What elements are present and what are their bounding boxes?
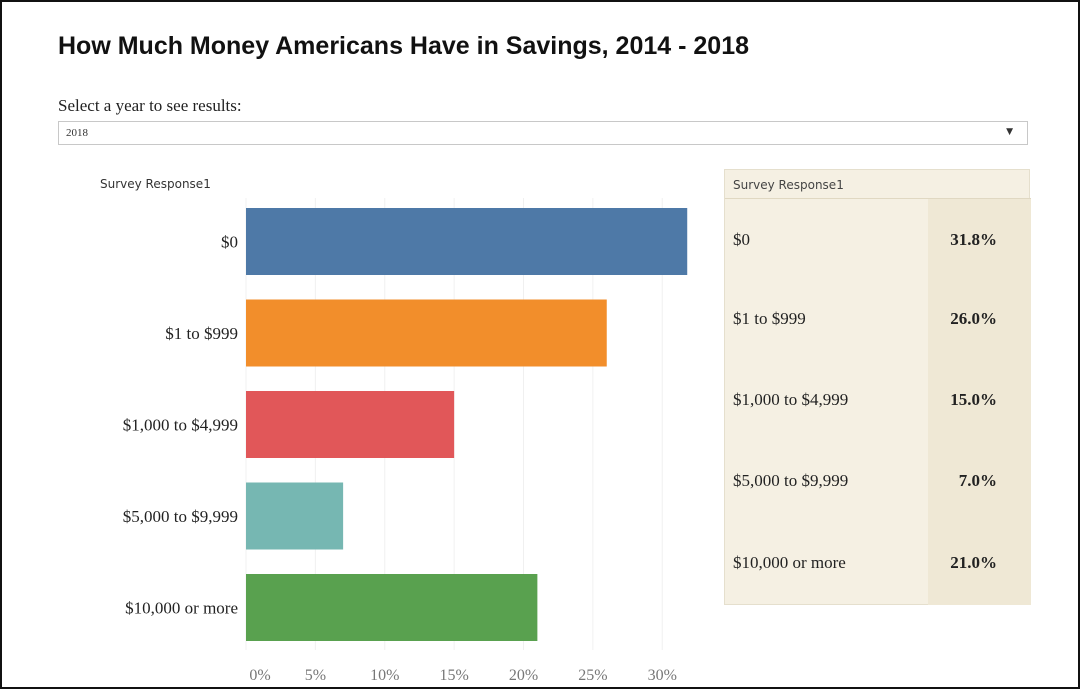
category-label: $10,000 or more [125, 599, 238, 618]
bar-1[interactable] [246, 299, 607, 367]
x-tick-label: 0% [249, 667, 270, 684]
year-select-label: Select a year to see results: [58, 96, 242, 115]
table-header-divider [725, 198, 1031, 199]
value-column-bg [928, 198, 1031, 605]
table-row-category: $5,000 to $9,999 [733, 471, 849, 490]
table-row: $1 to $999 26.0% [725, 309, 1031, 339]
caret-down-icon[interactable]: ▼ [1006, 127, 1013, 137]
category-label: $1,000 to $4,999 [123, 416, 238, 435]
x-tick-label: 15% [439, 667, 468, 684]
category-label: $1 to $999 [165, 324, 238, 343]
table-row-value: 21.0% [950, 553, 997, 572]
table-row-value: 7.0% [958, 471, 997, 490]
table-row-value: 31.8% [950, 230, 997, 249]
table-row: $1,000 to $4,999 15.0% [725, 390, 1031, 420]
table-row-category: $1,000 to $4,999 [733, 390, 849, 409]
category-label: $5,000 to $9,999 [123, 507, 238, 526]
year-select[interactable]: 2018 ▼ [58, 121, 1028, 145]
x-tick-label: 30% [648, 667, 677, 684]
chart-column-header: Survey Response1 [100, 177, 211, 191]
table-row-category: $0 [733, 230, 750, 249]
x-tick-label: 10% [370, 667, 399, 684]
bar-0[interactable] [246, 208, 688, 275]
x-tick-label: 5% [305, 667, 326, 684]
table-row: $0 31.8% [725, 230, 1031, 260]
table-column-header: Survey Response1 [733, 178, 844, 192]
year-select-value: 2018 [66, 127, 88, 139]
table-row-value: 15.0% [950, 390, 997, 409]
table-row-value: 26.0% [950, 309, 997, 328]
table-row: $5,000 to $9,999 7.0% [725, 471, 1031, 501]
page-title: How Much Money Americans Have in Savings… [58, 32, 750, 60]
results-table: Survey Response1 $0 31.8% $1 to $999 26.… [724, 169, 1031, 605]
category-label: $0 [221, 233, 238, 252]
x-tick-label: 20% [509, 667, 538, 684]
bar-4[interactable] [246, 574, 538, 641]
table-row: $10,000 or more 21.0% [725, 553, 1031, 583]
table-row-category: $1 to $999 [733, 309, 806, 328]
x-tick-label: 25% [578, 667, 607, 684]
table-row-category: $10,000 or more [733, 553, 846, 572]
bar-3[interactable] [246, 482, 344, 550]
bar-2[interactable] [246, 391, 455, 458]
